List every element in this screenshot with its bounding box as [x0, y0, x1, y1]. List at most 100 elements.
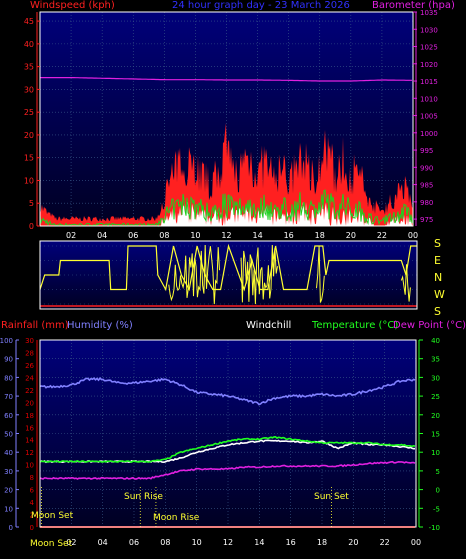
temp-plot-frame	[39, 339, 417, 528]
wind-direction-burst	[400, 264, 411, 302]
wind-x-tick-label: 18	[315, 231, 325, 240]
compass-n: N	[434, 271, 443, 284]
barometer-tick-label: 1025	[420, 44, 438, 52]
windspeed-tick-label: 40	[24, 40, 34, 49]
rainfall-tick-label: 30	[25, 337, 34, 345]
sun-rise-annotation: Sun Rise	[124, 492, 163, 502]
windspeed-tick-label: 10	[24, 176, 34, 185]
windspeed-tick-label: 15	[24, 154, 34, 163]
compass-e: E	[434, 254, 441, 267]
barometer-tick-label: 1030	[420, 26, 438, 34]
rainfall-tick-label: 22	[25, 387, 34, 395]
wind-x-tick-label: 00	[408, 231, 418, 240]
windspeed-tick-label: 0	[29, 222, 34, 231]
wind-gust-white-area	[40, 201, 413, 226]
rainfall-tick-label: 12	[25, 449, 34, 457]
wind-x-tick-label: 06	[128, 231, 138, 240]
moon-set-annotation-bottom: Moon Set	[30, 539, 73, 549]
rainfall-tick-label: 26	[25, 362, 34, 370]
humidity-tick-label: 10	[4, 505, 13, 513]
temp-x-tick-label: 00	[411, 538, 421, 547]
compass-w: W	[434, 288, 445, 301]
humidity-tick-label: 60	[4, 412, 13, 420]
compass-s-top: S	[434, 237, 441, 250]
temp-x-tick-label: 04	[98, 538, 108, 547]
windspeed-tick-label: 20	[24, 131, 34, 140]
barometer-tick-label: 975	[420, 216, 433, 224]
temp-x-tick-label: 20	[348, 538, 358, 547]
wind-direction-burst	[316, 245, 325, 303]
humidity-tick-label: 50	[4, 431, 13, 439]
series-dew-point-c	[39, 460, 416, 480]
humidity-tick-label: 30	[4, 468, 13, 476]
series-humidity	[39, 377, 416, 406]
temperature-tick-label: -5	[433, 505, 440, 513]
barometer-tick-label: 1000	[420, 130, 438, 138]
series-temperature-c	[40, 435, 416, 463]
rainfall-tick-label: 10	[25, 462, 34, 470]
temperature-tick-label: 10	[431, 449, 440, 457]
windspeed-tick-label: 25	[24, 108, 34, 117]
temp-x-tick-label: 12	[223, 538, 233, 547]
rainfall-tick-label: 8	[30, 474, 34, 482]
rainfall-tick-label: 14	[25, 437, 34, 445]
temperature-axis-label: Temperature (°C)	[312, 320, 399, 331]
wind-plot-frame	[39, 11, 414, 227]
temperature-tick-label: -10	[429, 524, 440, 532]
barometer-tick-label: 1015	[420, 78, 438, 86]
wind-x-tick-label: 14	[252, 231, 262, 240]
barometer-tick-label: 980	[420, 199, 433, 207]
humidity-tick-label: 80	[4, 374, 13, 382]
temperature-tick-label: 15	[431, 431, 440, 439]
barometer-tick-label: 1010	[420, 95, 438, 103]
temp-x-tick-label: 10	[192, 538, 202, 547]
temp-x-tick-label: 22	[380, 538, 390, 547]
direction-plot-frame	[39, 240, 418, 310]
rainfall-tick-label: 16	[25, 424, 34, 432]
temperature-tick-label: 20	[431, 412, 440, 420]
barometer-line	[40, 77, 412, 82]
windchill-label: Windchill	[246, 320, 292, 331]
windspeed-tick-label: 5	[29, 199, 34, 208]
humidity-tick-label: 0	[9, 524, 13, 532]
compass-s-bottom: S	[434, 305, 441, 318]
barometer-tick-label: 990	[420, 164, 433, 172]
windspeed-tick-label: 35	[24, 63, 34, 72]
moon-rise-annotation: Moon Rise	[153, 513, 200, 523]
wind-x-tick-label: 02	[66, 231, 76, 240]
humidity-axis-label: Humidity (%)	[67, 320, 133, 331]
chart-title: 24 hour graph day - 23 March 2026	[172, 0, 350, 11]
wind-x-tick-label: 22	[377, 231, 387, 240]
rainfall-tick-label: 28	[25, 349, 34, 357]
windspeed-area	[40, 123, 413, 226]
temperature-tick-label: 40	[431, 337, 440, 345]
wind-direction-burst	[168, 244, 220, 305]
wind-direction-line	[39, 243, 417, 292]
rainfall-tick-label: 0	[30, 524, 34, 532]
wind-x-tick-label: 10	[190, 231, 200, 240]
barometer-tick-label: 1035	[420, 9, 438, 17]
wind-x-tick-label: 08	[159, 231, 169, 240]
windspeed-tick-label: 45	[24, 17, 34, 26]
barometer-tick-label: 995	[420, 147, 433, 155]
barometer-tick-label: 1005	[420, 113, 438, 121]
humidity-tick-label: 100	[0, 337, 13, 345]
rainfall-tick-label: 6	[30, 487, 35, 495]
rainfall-tick-label: 24	[25, 374, 34, 382]
temp-x-tick-label: 16	[286, 538, 296, 547]
rainfall-tick-label: 2	[30, 512, 34, 520]
temp-x-tick-label: 08	[160, 538, 170, 547]
rainfall-tick-label: 20	[25, 399, 34, 407]
temp-x-tick-label: 14	[254, 538, 264, 547]
wind-x-tick-label: 12	[221, 231, 231, 240]
temperature-tick-label: 25	[431, 393, 440, 401]
rainfall-tick-label: 18	[25, 412, 34, 420]
dewpoint-axis-label: Dew Point (°C)	[393, 320, 466, 331]
wind-x-tick-label: 20	[346, 231, 356, 240]
barometer-axis-label: Barometer (hpa)	[372, 0, 455, 11]
wind-x-tick-label: 16	[284, 231, 294, 240]
temperature-tick-label: 30	[431, 374, 440, 382]
humidity-tick-label: 90	[4, 356, 13, 364]
temperature-tick-label: 5	[436, 468, 440, 476]
